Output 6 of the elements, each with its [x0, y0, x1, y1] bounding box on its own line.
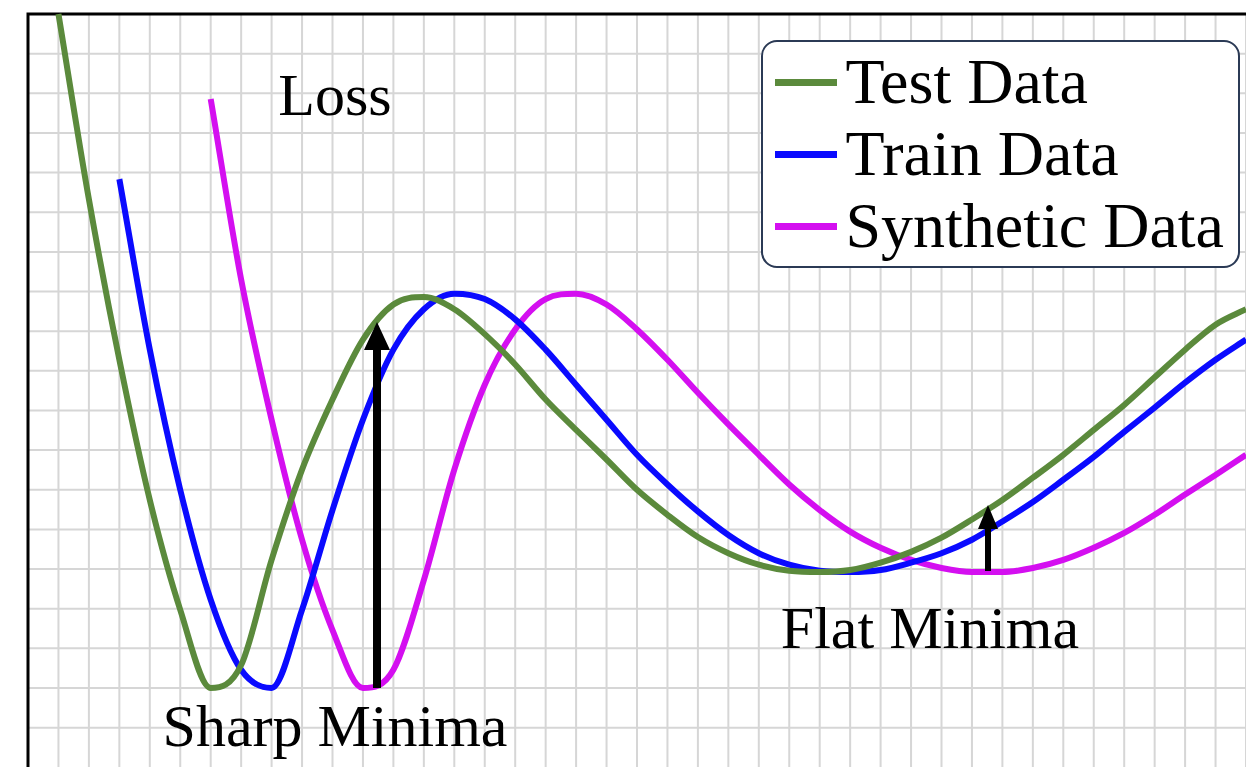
legend-label: Test Data — [844, 46, 1089, 118]
legend-label: Train Data — [844, 118, 1120, 190]
annotation: Loss — [278, 61, 392, 128]
legend-label: Synthetic Data — [844, 190, 1224, 262]
annotation: Flat Minima — [780, 594, 1080, 661]
text: Sharp Minima — [162, 692, 508, 759]
